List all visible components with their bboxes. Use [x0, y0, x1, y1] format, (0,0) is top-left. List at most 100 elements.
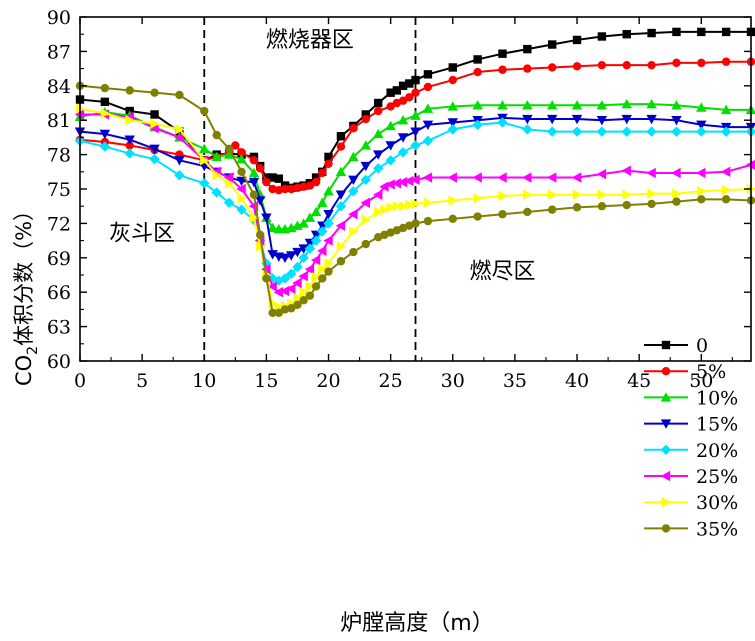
- data-point: [386, 102, 395, 111]
- data-point: [497, 172, 507, 183]
- series-2: [74, 98, 755, 234]
- data-point: [360, 140, 371, 150]
- y-tick-label: 84: [47, 76, 71, 98]
- data-point: [447, 101, 458, 111]
- data-point: [411, 88, 420, 97]
- region-label: 燃尽区: [469, 259, 535, 284]
- data-point: [237, 192, 247, 204]
- data-point: [547, 63, 557, 72]
- data-point: [293, 300, 302, 310]
- data-point: [336, 241, 347, 252]
- data-point: [571, 100, 583, 110]
- data-point: [199, 143, 210, 154]
- data-point: [423, 82, 433, 92]
- data-point: [546, 100, 558, 110]
- data-point: [310, 254, 321, 266]
- axes: 0 5 10 15 20 25 30 35 40 45 50 60 63 66 69 72 75 78 81 84 87…: [47, 7, 752, 392]
- data-point: [410, 140, 421, 151]
- legend: 0 5% 10% 15% 20% 25% 30% 35%: [644, 335, 738, 540]
- data-point: [317, 245, 327, 257]
- legend-entry: 20%: [644, 440, 738, 462]
- data-point: [498, 210, 507, 219]
- data-point: [318, 274, 327, 283]
- data-point: [647, 199, 656, 209]
- series-line: [79, 84, 752, 314]
- data-point: [671, 167, 681, 179]
- data-point: [348, 186, 359, 197]
- data-point: [572, 189, 583, 200]
- data-point: [404, 175, 414, 187]
- data-point: [398, 96, 408, 105]
- data-point: [287, 304, 296, 313]
- legend-entry: 5%: [644, 361, 726, 383]
- data-point: [361, 214, 371, 226]
- data-point: [224, 178, 235, 189]
- data-point: [621, 98, 632, 109]
- data-point: [268, 308, 277, 318]
- legend-label: 15%: [696, 414, 738, 436]
- data-point: [124, 148, 135, 159]
- data-point: [292, 261, 303, 273]
- data-point: [311, 282, 321, 291]
- legend-label: 0: [696, 335, 708, 357]
- region-label: 灰斗区: [109, 222, 175, 247]
- data-point: [360, 197, 370, 208]
- data-point: [522, 124, 533, 135]
- data-point: [385, 141, 396, 151]
- x-tick-label: 35: [503, 370, 527, 392]
- x-tick-label: 15: [254, 370, 278, 392]
- data-point: [447, 172, 457, 183]
- data-point: [336, 142, 346, 151]
- data-point: [150, 110, 159, 119]
- data-point: [721, 184, 732, 196]
- data-point: [223, 172, 234, 183]
- data-point: [262, 173, 271, 182]
- data-point: [672, 197, 681, 206]
- data-point: [405, 93, 414, 102]
- legend-entry: 30%: [644, 492, 738, 514]
- data-point: [671, 100, 682, 110]
- data-point: [397, 176, 408, 188]
- data-point: [397, 115, 409, 125]
- x-tick-label: 40: [565, 370, 589, 392]
- legend-label: 5%: [696, 361, 726, 383]
- data-point: [349, 226, 359, 237]
- data-point: [646, 126, 657, 137]
- data-point: [448, 195, 458, 206]
- data-point: [100, 97, 110, 107]
- data-point: [523, 207, 532, 217]
- data-point: [348, 151, 359, 162]
- data-point: [311, 272, 322, 283]
- data-point: [660, 392, 672, 402]
- data-point: [522, 114, 533, 125]
- data-point: [299, 287, 309, 298]
- data-point: [255, 230, 265, 240]
- legend-label: 10%: [696, 387, 738, 409]
- data-point: [336, 132, 346, 141]
- y-tick-label: 69: [47, 248, 71, 270]
- data-point: [100, 83, 110, 93]
- data-point: [622, 189, 632, 200]
- data-point: [125, 115, 135, 126]
- data-point: [720, 166, 731, 177]
- data-point: [249, 190, 259, 199]
- data-point: [299, 296, 308, 305]
- data-point: [174, 170, 185, 181]
- data-point: [672, 27, 681, 37]
- data-point: [523, 44, 532, 54]
- data-point: [646, 98, 657, 109]
- data-point: [660, 444, 672, 455]
- data-point: [349, 124, 358, 133]
- data-point: [298, 270, 308, 282]
- data-point: [279, 273, 291, 284]
- data-point: [697, 186, 707, 197]
- data-point: [299, 182, 308, 191]
- data-point: [472, 172, 482, 183]
- data-point: [323, 210, 334, 220]
- data-point: [149, 123, 159, 134]
- data-point: [125, 141, 134, 150]
- data-point: [336, 257, 346, 266]
- data-point: [286, 251, 297, 261]
- data-point: [696, 120, 707, 130]
- data-point: [304, 212, 316, 222]
